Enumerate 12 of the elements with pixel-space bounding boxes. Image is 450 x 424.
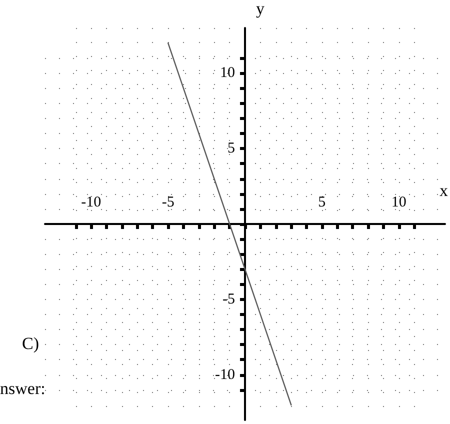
y-tick-label: -5 [222,291,235,308]
y-tick-label: 5 [228,140,235,157]
y-tick-label: -10 [215,366,235,383]
x-axis-title: x [440,181,448,200]
x-tick-label: -10 [81,194,102,210]
x-tick-label: 10 [391,194,406,210]
x-tick-label: -5 [162,194,174,210]
annotation: nswer: [0,379,46,398]
y-axis-title: y [256,0,265,18]
x-tick-label: 5 [318,194,326,210]
y-tick-label: 10 [220,65,235,82]
text: C) [22,334,39,353]
